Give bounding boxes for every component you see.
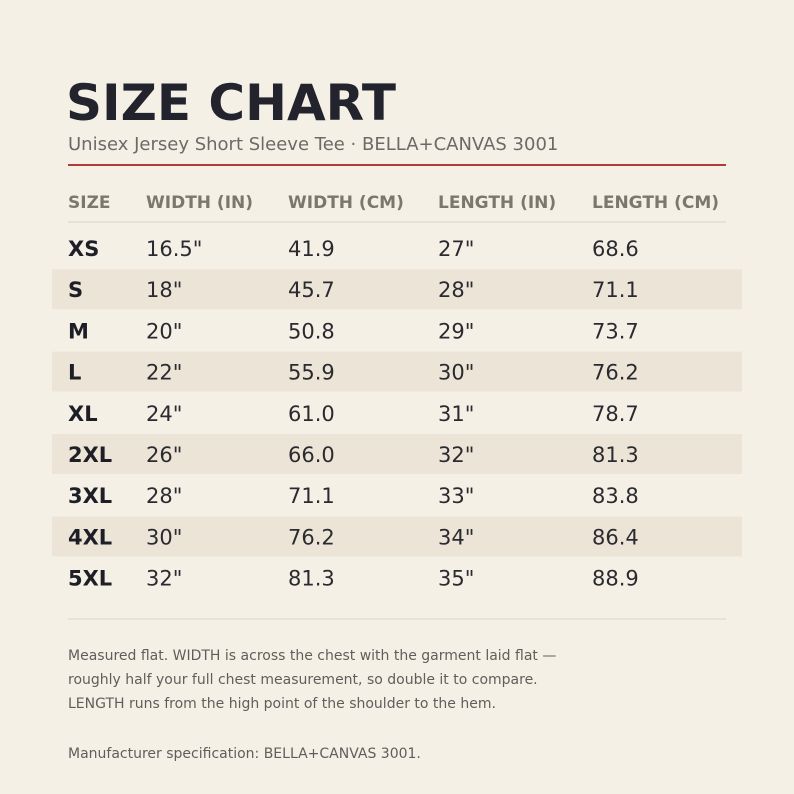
size-label: S [68,278,83,302]
size-label: 5XL [68,567,112,591]
measurement: 24" [146,402,182,426]
measurement: 66.0 [288,443,335,467]
column-header: LENGTH (CM) [592,193,719,213]
measurement: 26" [146,443,182,467]
table-body: XS 16.5" 41.9 27" 68.6 S 18" 45.7 28" 71.1 M 20" 50.… [52,237,742,591]
measurement: 30" [438,361,474,385]
size-label: XS [68,237,99,261]
row-shade [52,269,742,310]
measurement: 22" [146,361,182,385]
measurement: 55.9 [288,361,335,385]
row-shade [52,434,742,474]
column-header: LENGTH (IN) [438,193,556,213]
subtitle: Unisex Jersey Short Sleeve Tee · BELLA+C… [68,134,558,155]
measurement: 33" [438,484,474,508]
measurement: 35" [438,567,474,591]
measurement: 78.7 [592,402,639,426]
footer-note: Manufacturer specification: BELLA+CANVAS… [68,746,421,762]
measurement: 18" [146,278,182,302]
measurement: 28" [438,278,474,302]
measurement: 83.8 [592,484,639,508]
size-label: 3XL [68,484,112,508]
column-header: SIZE [68,193,111,213]
measurement: 20" [146,319,182,343]
column-header: WIDTH (CM) [288,193,404,213]
measurement: 61.0 [288,402,335,426]
notes: Measured flat. WIDTH is across the chest… [68,648,556,712]
measurement: 45.7 [288,278,335,302]
size-label: M [68,319,89,343]
measurement: 88.9 [592,567,639,591]
measurement: 76.2 [592,361,639,385]
measurement: 32" [146,567,182,591]
measurement: 32" [438,443,474,467]
measurement: 68.6 [592,237,639,261]
measurement: 30" [146,525,182,549]
measurement: 71.1 [288,484,335,508]
measurement: 29" [438,319,474,343]
measurement: 76.2 [288,525,335,549]
size-label: 4XL [68,525,112,549]
table-header: SIZE WIDTH (IN) WIDTH (CM) LENGTH (IN) LENGT… [68,193,719,213]
row-shade [52,351,742,392]
measurement: 81.3 [288,567,335,591]
column-header: WIDTH (IN) [146,193,253,213]
measurement: 41.9 [288,237,335,261]
measurement: 28" [146,484,182,508]
measurement: 27" [438,237,474,261]
measurement: 34" [438,525,474,549]
size-label: XL [68,402,98,426]
measurement: 81.3 [592,443,639,467]
note-line: Measured flat. WIDTH is across the chest… [68,648,556,664]
note-line: LENGTH runs from the high point of the s… [68,696,496,712]
title: SIZE CHART [66,74,396,132]
measurement: 50.8 [288,319,335,343]
measurement: 86.4 [592,525,639,549]
measurement: 73.7 [592,319,639,343]
measurement: 71.1 [592,278,639,302]
measurement: 31" [438,402,474,426]
row-shade [52,516,742,557]
size-label: L [68,361,81,385]
size-label: 2XL [68,443,112,467]
measurement: 16.5" [146,237,202,261]
note-line: roughly half your full chest measurement… [68,672,538,688]
